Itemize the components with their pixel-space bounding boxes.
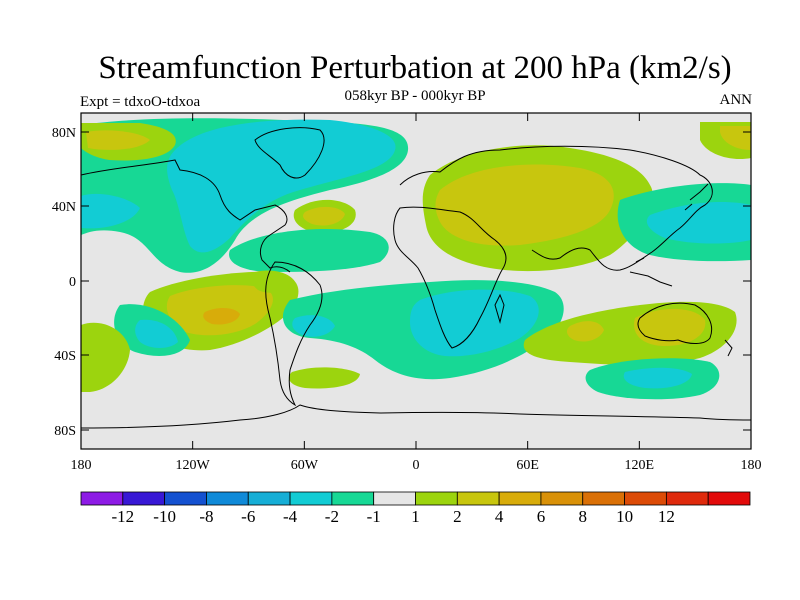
contour-fields <box>81 118 751 400</box>
colorbar-label: 12 <box>658 507 675 526</box>
colorbar-label: -4 <box>283 507 298 526</box>
coastline-north-america <box>80 159 291 273</box>
contour-pos2-eurasia <box>435 164 614 246</box>
colorbar-swatch <box>415 491 458 506</box>
coastline-antarctica <box>80 404 752 429</box>
coastline-indonesia <box>629 257 673 287</box>
contour-pos2-atlantic <box>303 206 345 226</box>
colorbar-swatch <box>206 491 249 506</box>
colorbar-swatch <box>122 491 166 506</box>
colorbar-label: 4 <box>495 507 504 526</box>
colorbar-swatch <box>289 491 333 506</box>
colorbar-swatch <box>624 491 667 506</box>
coastlines <box>80 127 752 429</box>
contour-neg2-canada <box>167 119 396 253</box>
contour-pos2-arctic-west <box>86 130 150 150</box>
coastline-madagascar <box>494 293 505 324</box>
contour-pos2-australia <box>634 308 706 346</box>
lon-tick-label: 0 <box>413 458 420 473</box>
colorbar-swatch <box>582 491 625 506</box>
experiment-label: Expt = tdxoO-tdxoa <box>80 94 201 110</box>
colorbar-label: 8 <box>579 507 588 526</box>
colorbar-swatch <box>498 491 542 506</box>
colorbar-swatch <box>540 491 584 506</box>
contour-neg2-southafrica <box>410 289 539 357</box>
lat-ticks: 80N 40N 0 40S 80S <box>52 126 751 439</box>
contour-pos1-farwest <box>81 322 130 392</box>
contour-pos1-southamerica <box>288 367 360 389</box>
colorbar-swatch <box>373 491 416 506</box>
contour-neg2-southaustralia <box>623 367 692 389</box>
colorbar-swatch <box>247 491 291 506</box>
colorbar-swatch <box>331 491 375 506</box>
lon-ticks: 180 120W 60W 0 60E 120E 180 <box>71 113 762 473</box>
lat-tick-label: 40N <box>52 200 76 215</box>
lon-tick-label: 180 <box>741 458 762 473</box>
chart-subtitle: 058kyr BP - 000kyr BP <box>344 88 486 104</box>
coastline-africa <box>393 206 507 349</box>
contour-pos2-indian <box>566 321 604 342</box>
colorbar-label: -12 <box>111 507 134 526</box>
contour-neg2-southatlantic <box>292 315 335 337</box>
colorbar-label: 10 <box>616 507 633 526</box>
colorbar-swatch <box>456 491 500 506</box>
colorbar-label: -1 <box>367 507 381 526</box>
coastline-japan <box>684 183 709 211</box>
colorbar: -12 -10 -8 -6 -4 -2 -1 1 2 4 6 8 10 12 <box>80 491 751 526</box>
lon-tick-label: 120W <box>176 458 211 473</box>
lat-tick-label: 80N <box>52 126 76 141</box>
colorbar-swatch <box>80 491 124 506</box>
colorbar-swatch <box>707 491 751 506</box>
colorbar-label: 6 <box>537 507 546 526</box>
colorbar-swatch <box>665 491 709 506</box>
lon-tick-label: 120E <box>625 458 655 473</box>
chart-title: Streamfunction Perturbation at 200 hPa (… <box>98 50 732 86</box>
lon-tick-label: 180 <box>71 458 92 473</box>
colorbar-label: -8 <box>199 507 213 526</box>
lon-tick-label: 60W <box>291 458 319 473</box>
season-label: ANN <box>719 92 753 108</box>
coastline-greenland <box>254 127 325 179</box>
contour-pos3-southpacific <box>203 308 240 325</box>
lat-tick-label: 0 <box>69 275 76 290</box>
coastline-south-america <box>265 261 323 407</box>
colorbar-swatch <box>164 491 207 506</box>
colorbar-label: -10 <box>153 507 176 526</box>
contour-neg2-swpacific <box>135 319 178 348</box>
colorbar-label: 2 <box>453 507 462 526</box>
colorbar-label: 1 <box>411 507 420 526</box>
coastline-europe-asia <box>399 145 713 271</box>
coastline-australia <box>637 302 713 344</box>
colorbar-label: -2 <box>325 507 339 526</box>
contour-neg2-pacific <box>81 193 140 229</box>
coastline-new-zealand <box>724 339 733 357</box>
contour-pos1-brazil <box>251 270 295 293</box>
colorbar-label: -6 <box>241 507 255 526</box>
lat-tick-label: 80S <box>54 424 76 439</box>
lat-tick-label: 40S <box>54 349 76 364</box>
lon-tick-label: 60E <box>516 458 539 473</box>
contour-neg1-tropics <box>229 229 389 272</box>
